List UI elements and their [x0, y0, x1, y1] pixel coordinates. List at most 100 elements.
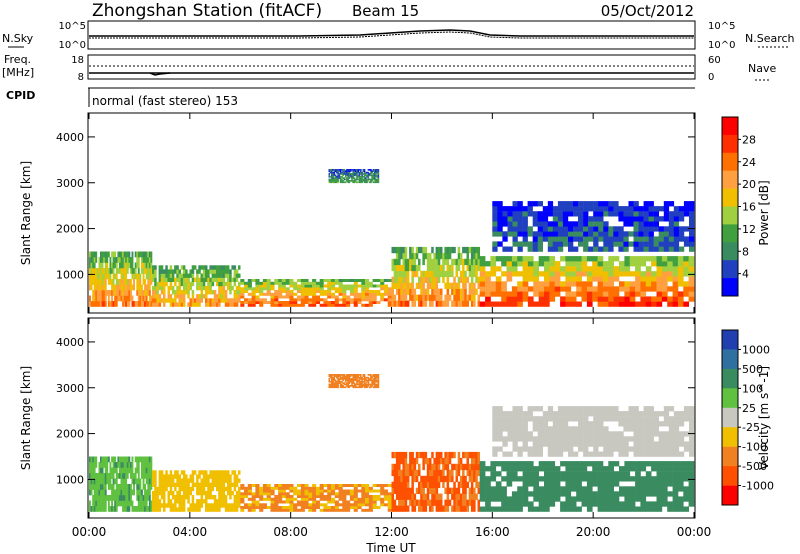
vel-echo-cell	[656, 486, 663, 492]
power-echo-cell	[603, 206, 609, 212]
power-echo-cell	[148, 268, 151, 274]
power-echo-cell	[542, 216, 549, 222]
vel-echo-cell	[448, 499, 452, 506]
vel-echo-cell	[360, 375, 362, 378]
vel-echo-cell	[95, 500, 98, 507]
power-echo-cell	[353, 284, 358, 288]
power-echo-cell	[351, 173, 353, 175]
vel-echo-cell	[114, 456, 117, 463]
power-echo-cell	[112, 279, 115, 285]
power-echo-cell	[375, 170, 377, 173]
vel-echo-cell	[92, 462, 95, 468]
power-echo-cell	[633, 216, 639, 222]
vel-echo-cell	[122, 489, 124, 496]
vel-echo-cell	[353, 382, 356, 384]
power-echo-cell	[402, 276, 405, 283]
vel-echo-cell	[352, 380, 354, 383]
vel-echo-cell	[152, 507, 155, 512]
vel-echo-cell	[349, 380, 352, 383]
vel-echo-cell	[100, 500, 102, 507]
vel-echo-cell	[431, 463, 434, 471]
vel-echo-cell	[629, 501, 636, 507]
power-echo-cell	[404, 276, 408, 283]
vel-echo-cell	[343, 374, 346, 376]
power-echo-cell	[537, 236, 543, 242]
power-echo-cell	[464, 276, 467, 283]
vel-echo-cell	[573, 416, 579, 422]
power-echo-cell	[459, 258, 463, 266]
power-echo-cell	[122, 262, 124, 269]
vel-echo-cell	[112, 484, 115, 490]
vel-echo-cell	[139, 456, 142, 463]
vel-echo-cell	[547, 406, 554, 412]
power-echo-cell	[304, 290, 309, 293]
power-echo-cell	[387, 298, 392, 302]
power-echo-cell	[278, 290, 283, 293]
vel-echo-cell	[100, 467, 102, 474]
power-echo-cell	[418, 258, 421, 266]
power-echo-cell	[193, 277, 197, 282]
vel-echo-cell	[455, 475, 458, 483]
power-echo-cell	[418, 300, 421, 307]
power-echo-cell	[176, 277, 179, 282]
power-echo-cell	[542, 231, 549, 237]
power-echo-cell	[145, 301, 148, 307]
power-echo-cell	[573, 231, 579, 237]
vel-echo-cell	[473, 451, 476, 459]
vel-echo-cell	[470, 451, 474, 459]
colorbar-tick-label: -500	[742, 460, 767, 473]
power-echo-cell	[395, 288, 399, 295]
vel-echo-cell	[497, 446, 503, 452]
power-echo-cell	[653, 216, 659, 222]
vel-echo-cell	[648, 421, 654, 427]
power-echo-cell	[353, 174, 356, 177]
vel-echo-cell	[95, 478, 98, 485]
power-echo-cell	[327, 281, 332, 285]
vel-echo-cell	[93, 462, 96, 468]
power-echo-cell	[533, 291, 539, 297]
power-echo-cell	[333, 177, 336, 179]
vel-echo-cell	[406, 481, 410, 488]
vel-echo-cell	[200, 490, 203, 496]
power-echo-cell	[602, 271, 609, 277]
vel-echo-cell	[247, 486, 252, 490]
vel-echo-cell	[122, 500, 124, 507]
power-echo-cell	[362, 173, 365, 175]
power-echo-cell	[180, 302, 184, 307]
power-echo-cell	[342, 169, 344, 171]
power-echo-cell	[502, 206, 508, 212]
vel-echo-cell	[653, 446, 659, 452]
vel-echo-cell	[125, 495, 128, 501]
power-echo-cell	[360, 173, 362, 175]
power-echo-cell	[118, 279, 121, 285]
vel-echo-cell	[368, 500, 373, 504]
vel-echo-cell	[154, 507, 157, 512]
vel-echo-cell	[552, 426, 559, 432]
vel-echo-cell	[613, 431, 619, 437]
vel-echo-cell	[400, 469, 403, 477]
power-echo-cell	[367, 180, 370, 182]
vel-echo-cell	[293, 489, 298, 493]
vel-echo-cell	[597, 471, 604, 477]
power-echo-cell	[218, 269, 221, 274]
vel-echo-cell	[327, 492, 332, 496]
vel-echo-cell	[227, 474, 230, 479]
power-echo-cell	[115, 301, 118, 307]
vel-echo-cell	[635, 476, 641, 482]
vel-echo-cell	[169, 486, 173, 492]
power-echo-cell	[297, 287, 302, 291]
power-echo-cell	[683, 281, 689, 287]
vel-echo-cell	[391, 481, 394, 488]
vel-echo-cell	[213, 503, 217, 508]
power-echo-cell	[538, 256, 545, 262]
power-echo-cell	[522, 256, 529, 262]
vel-echo-cell	[154, 470, 157, 475]
power-echo-cell	[420, 300, 423, 307]
x-tick-label: 08:00	[273, 525, 308, 539]
vel-echo-cell	[527, 461, 534, 467]
power-echo-cell	[538, 296, 545, 302]
power-echo-cell	[174, 265, 177, 270]
vel-echo-cell	[602, 506, 609, 512]
power-echo-cell	[259, 292, 264, 296]
power-echo-cell	[661, 271, 668, 277]
